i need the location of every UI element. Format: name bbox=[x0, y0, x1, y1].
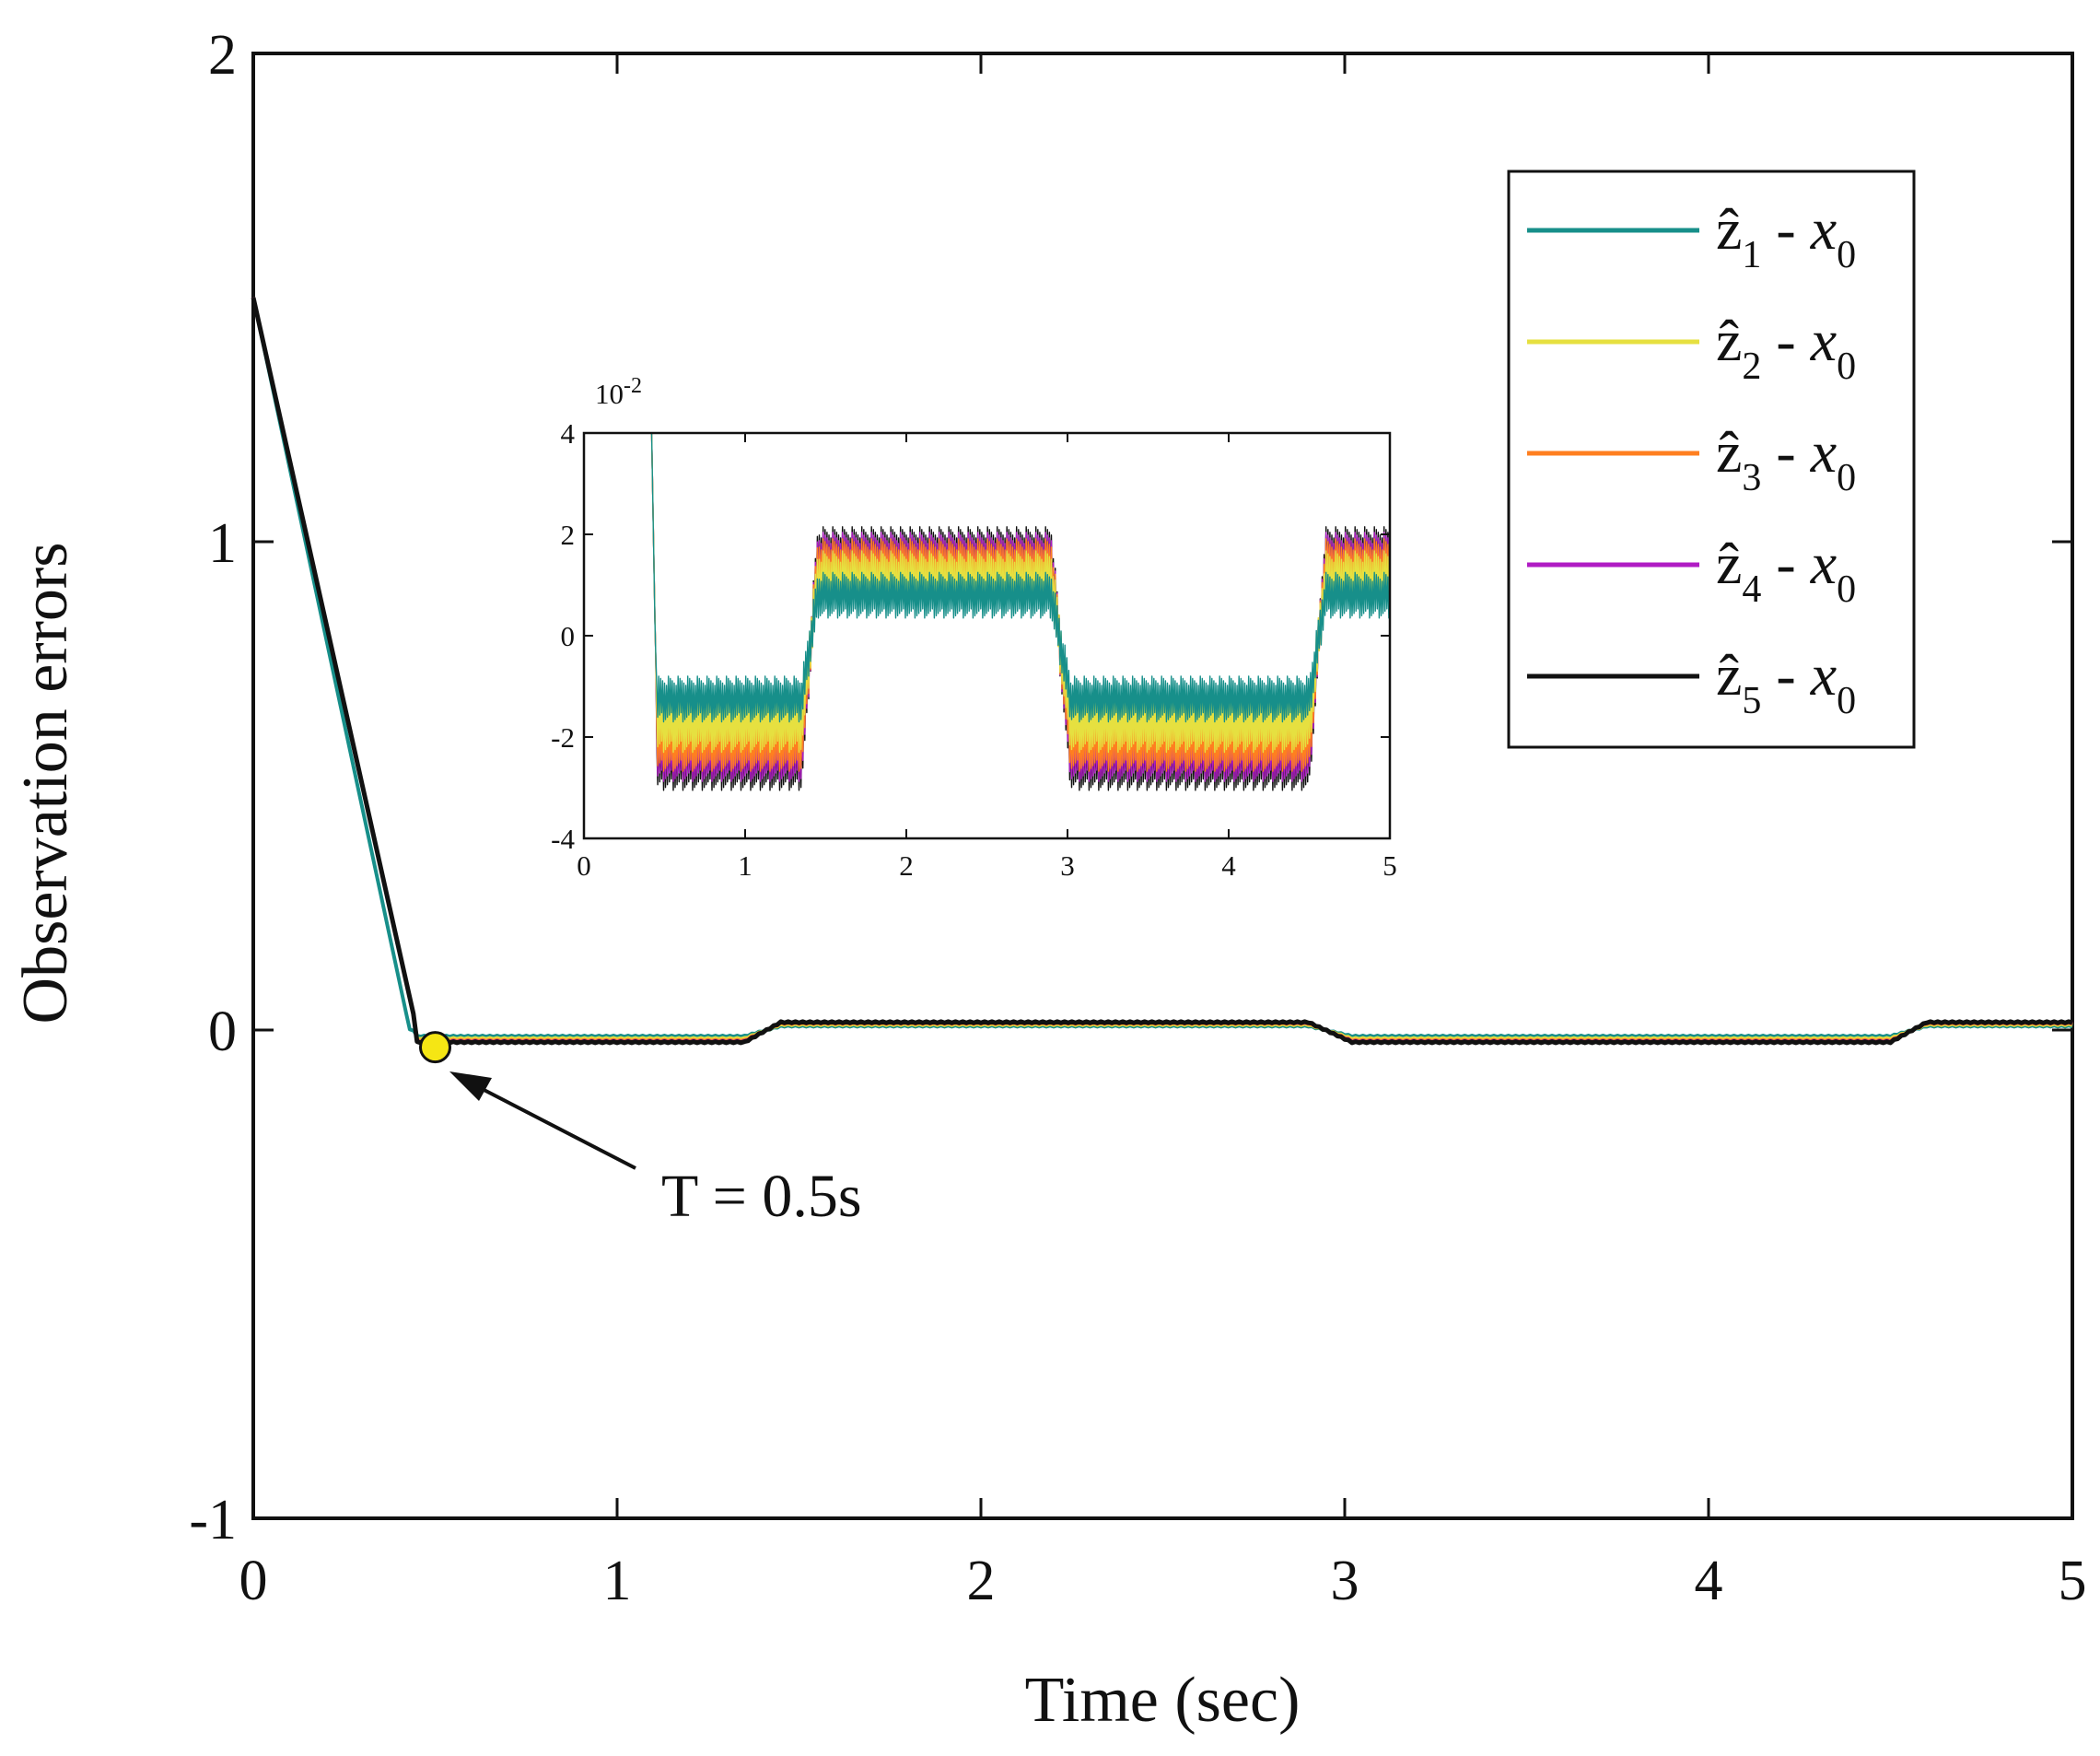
legend-sub: 5 bbox=[1742, 680, 1761, 722]
inset-series-line-z1 bbox=[650, 432, 1391, 723]
legend-sub: 3 bbox=[1742, 457, 1761, 499]
legend-label-z3: ẑ3 - x0 bbox=[1716, 419, 1856, 499]
inset-y-tick-label: -2 bbox=[551, 721, 575, 754]
legend-var: x bbox=[1810, 308, 1837, 373]
annotation-marker bbox=[419, 1031, 451, 1064]
annotation-arrow-head bbox=[449, 1071, 492, 1101]
legend-hat: ẑ bbox=[1716, 308, 1742, 373]
annotation-arrow-line bbox=[469, 1081, 636, 1170]
legend-box bbox=[1507, 170, 1916, 749]
legend-sub: 1 bbox=[1742, 234, 1761, 276]
y-axis-title: Observation errors bbox=[10, 543, 81, 1024]
legend-hat: ẑ bbox=[1716, 642, 1742, 708]
main-series-group bbox=[251, 297, 2073, 1046]
inset-multiplier-exp: -2 bbox=[624, 374, 642, 398]
y-tick-label: -1 bbox=[189, 1489, 237, 1551]
legend-minus: - bbox=[1761, 196, 1810, 262]
x-tick-label: 3 bbox=[1331, 1550, 1359, 1612]
inset-x-tick-label: 1 bbox=[738, 849, 752, 882]
y-tick-label: 2 bbox=[208, 24, 237, 87]
legend-var: x bbox=[1810, 531, 1837, 596]
legend-var-sub: 0 bbox=[1837, 345, 1856, 388]
inset-x-tick-label: 4 bbox=[1221, 849, 1236, 882]
main-plot-frame bbox=[251, 52, 2074, 1520]
legend-hat: ẑ bbox=[1716, 419, 1742, 485]
annotation-text: T = 0.5s bbox=[661, 1163, 862, 1230]
legend-label-z1: ẑ1 - x0 bbox=[1716, 196, 1856, 276]
legend-label-z2: ẑ2 - x0 bbox=[1716, 308, 1856, 388]
legend-var-sub: 0 bbox=[1837, 568, 1856, 611]
legend-var: x bbox=[1810, 419, 1837, 485]
inset-x-tick-label: 2 bbox=[899, 849, 914, 882]
x-tick-label: 5 bbox=[2059, 1550, 2087, 1612]
legend-sub: 2 bbox=[1742, 345, 1761, 388]
inset-series-group bbox=[650, 432, 1391, 791]
inset-x-tick-label: 3 bbox=[1060, 849, 1075, 882]
x-axis-title: Time (sec) bbox=[1025, 1665, 1301, 1736]
inset-multiplier: 10-2 bbox=[595, 374, 642, 410]
legend-hat: ẑ bbox=[1716, 531, 1742, 596]
y-tick-label: 0 bbox=[208, 1001, 237, 1063]
legend-minus: - bbox=[1761, 308, 1810, 373]
legend-label-z4: ẑ4 - x0 bbox=[1716, 531, 1856, 611]
legend-var-sub: 0 bbox=[1837, 680, 1856, 722]
legend-var: x bbox=[1810, 196, 1837, 262]
inset-x-tick-label: 5 bbox=[1382, 849, 1397, 882]
legend-minus: - bbox=[1761, 531, 1810, 596]
x-tick-label: 4 bbox=[1695, 1550, 1723, 1612]
legend-hat: ẑ bbox=[1716, 196, 1742, 262]
x-tick-label: 2 bbox=[967, 1550, 996, 1612]
annotation-group: T = 0.5s bbox=[419, 1031, 862, 1230]
legend-var-sub: 0 bbox=[1837, 457, 1856, 499]
legend-sub: 4 bbox=[1742, 568, 1761, 611]
inset-ticks: 0 1 2 3 4 5 -4 -2 0 2 4 bbox=[551, 417, 1397, 882]
legend-minus: - bbox=[1761, 642, 1810, 708]
legend-minus: - bbox=[1761, 419, 1810, 485]
inset-y-tick-label: 4 bbox=[561, 417, 576, 450]
x-tick-label: 1 bbox=[603, 1550, 632, 1612]
legend-label-z5: ẑ5 - x0 bbox=[1716, 642, 1856, 722]
series-line-z5 bbox=[251, 297, 2073, 1046]
inset-y-tick-label: 0 bbox=[561, 620, 576, 652]
inset-y-tick-label: -4 bbox=[551, 823, 575, 855]
legend-var: x bbox=[1810, 642, 1837, 708]
inset-multiplier-base: 10 bbox=[595, 378, 624, 410]
y-tick-label: 1 bbox=[208, 512, 237, 575]
inset-y-tick-label: 2 bbox=[561, 519, 576, 551]
x-tick-label: 0 bbox=[239, 1550, 268, 1612]
legend-var-sub: 0 bbox=[1837, 234, 1856, 276]
inset-x-tick-label: 0 bbox=[577, 849, 591, 882]
